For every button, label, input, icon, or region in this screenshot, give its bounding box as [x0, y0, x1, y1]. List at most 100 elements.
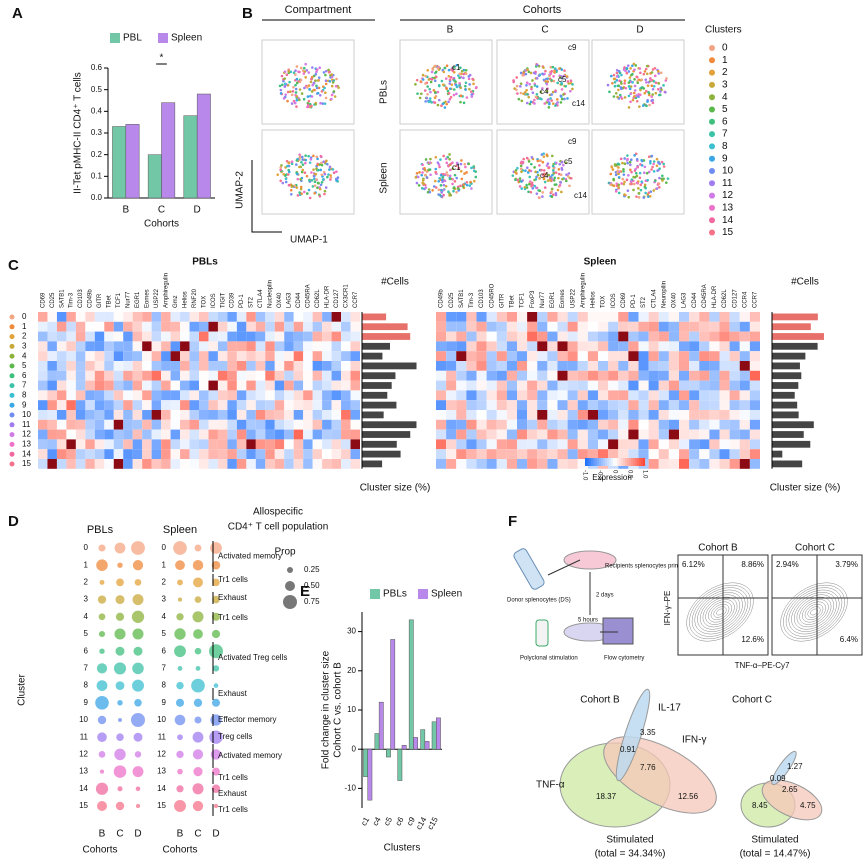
dot [115, 646, 125, 656]
heat-cell [648, 449, 659, 459]
heat-cell [123, 341, 133, 352]
umap-point [294, 83, 297, 87]
umap-point [541, 87, 544, 90]
row-label: 9 [22, 400, 27, 409]
umap-point [647, 195, 650, 198]
umap-point [634, 171, 638, 175]
umap-point [623, 82, 626, 85]
heat-cell [170, 390, 181, 401]
heat-cell [547, 400, 558, 410]
heat-cell [557, 449, 568, 459]
colorbar [629, 458, 632, 466]
y-tick-label: 13 [157, 767, 166, 776]
dot [132, 766, 144, 778]
umap-point [319, 168, 323, 172]
gene-label: Tim-3 [69, 292, 75, 308]
heat-cell [436, 429, 447, 440]
heat-cell [567, 370, 578, 381]
heat-cell [47, 400, 57, 410]
umap-point [467, 77, 471, 81]
y-tick-label: 0 [84, 543, 89, 552]
heat-cell [113, 410, 124, 420]
heat-cell [729, 449, 740, 459]
heat-cell [350, 449, 360, 459]
heat-cell [265, 410, 275, 420]
umap-point [335, 170, 338, 173]
heat-cell [557, 312, 568, 322]
heat-cell [217, 370, 228, 381]
umap-point [646, 84, 650, 87]
heat-cell [341, 380, 351, 391]
y-tick-label: 4 [84, 612, 89, 621]
heat-cell [284, 390, 294, 401]
heat-cell [709, 370, 720, 381]
heat-cell [170, 459, 181, 469]
legend-dot [709, 94, 715, 101]
umap-point [290, 102, 294, 105]
contour [802, 601, 826, 623]
dot [176, 681, 184, 690]
contour [793, 594, 835, 630]
heat-cell [38, 429, 48, 440]
heat-cell [170, 380, 181, 391]
heat-cell [446, 429, 457, 440]
heat-cell [142, 449, 152, 459]
heat-cell [658, 341, 669, 352]
heat-cell [638, 449, 649, 459]
heat-cell [628, 400, 639, 410]
umap-point [544, 172, 548, 175]
dot [96, 800, 108, 812]
bar [408, 619, 414, 750]
umap-point [291, 89, 295, 93]
axis-arrow [251, 160, 282, 233]
umap-point [569, 79, 573, 82]
venn-value: 1.27 [787, 762, 803, 771]
y-tick-label: -10 [344, 784, 356, 793]
heat-cell [75, 390, 86, 401]
umap-point [327, 68, 330, 72]
dot [193, 766, 203, 777]
heat-cell [341, 439, 351, 450]
heat-cell [265, 429, 275, 440]
row-label: 6 [22, 371, 27, 380]
heat-cell [749, 449, 760, 459]
umap-point [528, 169, 531, 172]
contour [785, 587, 843, 637]
heat-cell [527, 370, 538, 381]
umap-point [441, 176, 445, 179]
heat-cell [658, 361, 669, 371]
umap-point [548, 74, 551, 78]
heat-cell [341, 459, 351, 469]
umap-point [527, 95, 531, 99]
cluster-label: c14 [572, 99, 585, 108]
legend-label: 9 [722, 153, 728, 164]
heat-cell [47, 459, 57, 469]
umap-point [547, 173, 551, 177]
heat-cell [496, 380, 507, 391]
heat-cell [577, 400, 588, 410]
heat-cell [486, 400, 497, 410]
quadrant-value: 2.94% [776, 560, 799, 569]
umap-point [531, 79, 534, 82]
umap-point [449, 168, 452, 172]
heat-cell [132, 321, 143, 332]
umap-point [629, 100, 632, 104]
heat-cell [476, 390, 487, 401]
size-bar [362, 411, 384, 419]
heat-cell [189, 390, 199, 401]
heat-cell [466, 321, 477, 332]
row-dot [9, 422, 15, 428]
heat-cell [577, 459, 588, 469]
umap-point [440, 191, 443, 194]
colorbar [635, 458, 638, 466]
umap-point [421, 178, 425, 182]
gene-label: ST2 [249, 296, 255, 308]
legend-label: 7 [722, 129, 728, 140]
legend-dot [285, 581, 295, 591]
umap-point [529, 190, 533, 194]
umap-point [555, 161, 558, 165]
heat-cell [577, 390, 588, 401]
heat-cell [208, 312, 218, 322]
heat-cell [456, 351, 467, 361]
umap-point [632, 62, 636, 66]
